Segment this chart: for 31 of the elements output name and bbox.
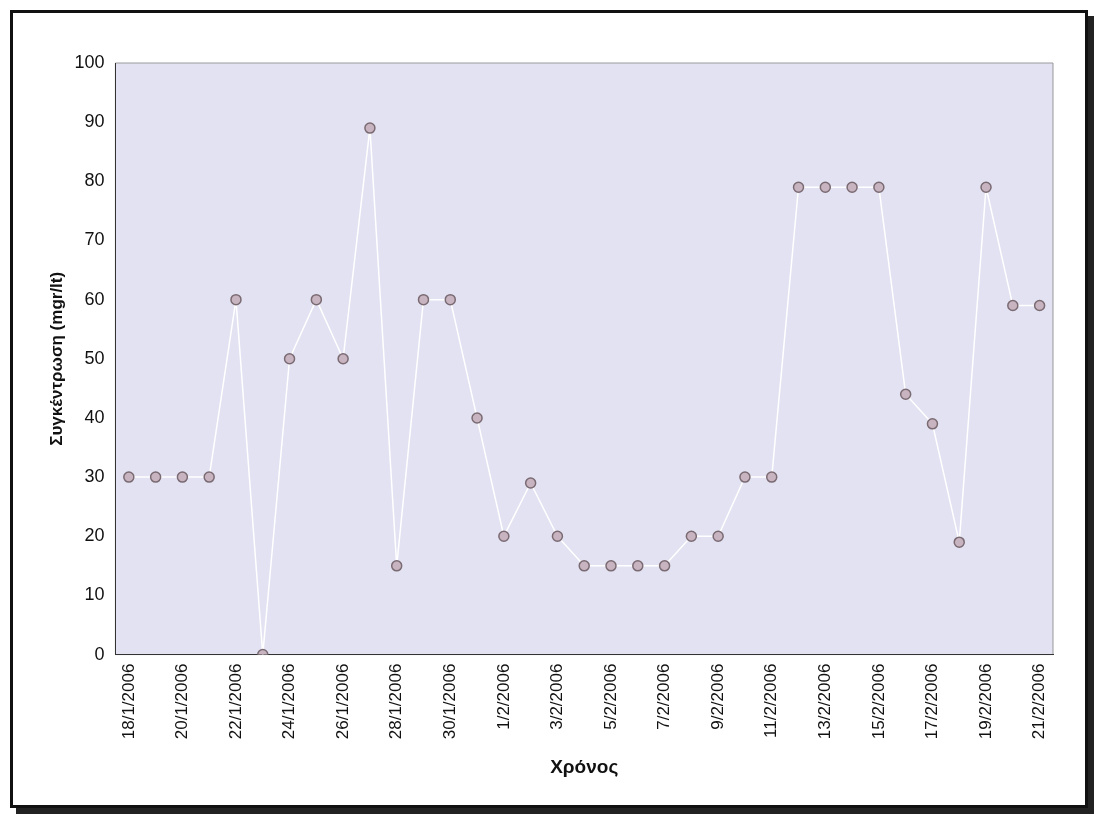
x-tick-label: 30/1/2006 bbox=[439, 663, 459, 740]
y-tick-label: 20 bbox=[84, 525, 105, 546]
y-tick-label: 80 bbox=[84, 170, 105, 191]
x-tick-label: 5/2/2006 bbox=[600, 663, 620, 730]
x-tick-label: 26/1/2006 bbox=[332, 663, 352, 740]
y-tick-label: 60 bbox=[84, 288, 105, 309]
x-axis-title: Χρόνος bbox=[550, 755, 619, 777]
x-tick-label: 20/1/2006 bbox=[172, 663, 192, 740]
x-tick-label: 17/2/2006 bbox=[922, 663, 942, 740]
x-tick-label: 19/2/2006 bbox=[975, 663, 995, 740]
x-tick-label: 9/2/2006 bbox=[707, 663, 727, 730]
y-tick-label: 30 bbox=[84, 466, 105, 487]
y-tick-label: 40 bbox=[84, 406, 105, 427]
y-tick-label: 100 bbox=[74, 51, 105, 72]
y-tick-label: 10 bbox=[84, 584, 105, 605]
x-tick-label: 15/2/2006 bbox=[868, 663, 888, 740]
x-tick-label: 22/1/2006 bbox=[225, 663, 245, 740]
y-tick-label: 70 bbox=[84, 229, 105, 250]
y-tick-label: 0 bbox=[94, 643, 105, 664]
x-tick-label: 18/1/2006 bbox=[118, 663, 138, 740]
x-tick-label: 7/2/2006 bbox=[654, 663, 674, 730]
x-tick-label: 1/2/2006 bbox=[493, 663, 513, 730]
y-tick-label: 90 bbox=[84, 111, 105, 132]
y-axis-title: Συγκέντρωση (mgr/lt) bbox=[46, 271, 66, 446]
y-tick-label: 50 bbox=[84, 347, 105, 368]
x-tick-label: 13/2/2006 bbox=[814, 663, 834, 740]
x-tick-label: 11/2/2006 bbox=[761, 663, 781, 738]
x-tick-label: 28/1/2006 bbox=[386, 663, 406, 740]
x-tick-label: 21/2/2006 bbox=[1029, 663, 1049, 740]
x-tick-label: 3/2/2006 bbox=[547, 663, 567, 730]
x-tick-label: 24/1/2006 bbox=[279, 663, 299, 740]
